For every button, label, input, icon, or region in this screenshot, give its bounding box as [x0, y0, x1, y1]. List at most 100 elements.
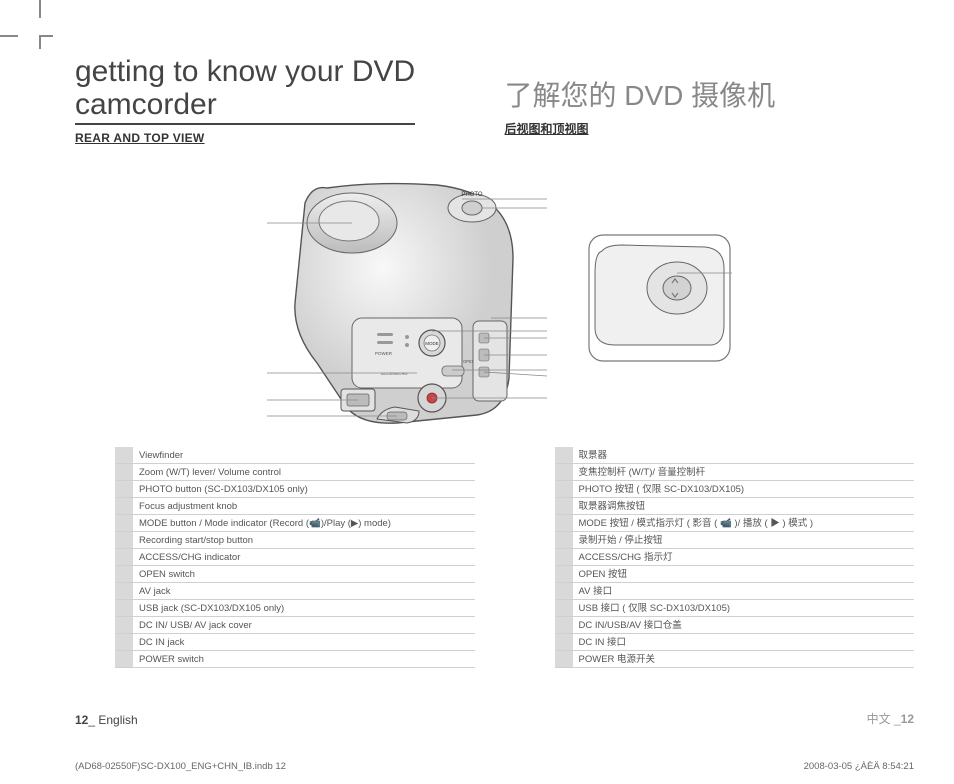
item-text: ACCESS/CHG 指示灯 — [579, 549, 673, 565]
item-text: USB jack (SC-DX103/DX105 only) — [139, 600, 284, 616]
list-zh: 取景器变焦控制杆 (W/T)/ 音量控制杆PHOTO 按钮 ( 仅限 SC-DX… — [515, 447, 915, 668]
list-item: USB jack (SC-DX103/DX105 only) — [115, 600, 475, 617]
list-item: OPEN 按钮 — [555, 566, 915, 583]
num-box — [555, 447, 573, 463]
list-item: POWER switch — [115, 651, 475, 668]
list-item: MODE 按钮 / 模式指示灯 ( 影音 ( 📹 )/ 播放 ( ▶ ) 模式 … — [555, 515, 915, 532]
item-text: 取景器调焦按钮 — [579, 498, 646, 514]
num-box — [115, 600, 133, 616]
list-item: 取景器 — [555, 447, 915, 464]
item-text: DC IN/USB/AV 接口仓盖 — [579, 617, 682, 633]
title-en-line2: camcorder — [75, 88, 217, 121]
item-text: AV 接口 — [579, 583, 613, 599]
access-label: ACCESS/CHG — [381, 371, 407, 376]
list-item: Recording start/stop button — [115, 532, 475, 549]
num-box — [555, 617, 573, 633]
footer-right: 中文 _12 — [867, 710, 914, 727]
title-en: getting to know your DVD camcorder — [75, 55, 415, 125]
list-item: 变焦控制杆 (W/T)/ 音量控制杆 — [555, 464, 915, 481]
diagram-area: PHOTO MODE POWER OPEN ACCESS/CHG — [75, 153, 914, 443]
list-item: AV jack — [115, 583, 475, 600]
list-item: OPEN switch — [115, 566, 475, 583]
num-box — [115, 498, 133, 514]
list-item: DC IN/ USB/ AV jack cover — [115, 617, 475, 634]
num-box — [115, 583, 133, 599]
crop-corner-h — [39, 35, 53, 37]
num-box — [555, 549, 573, 565]
photo-label: PHOTO — [461, 192, 483, 198]
item-text: Viewfinder — [139, 447, 183, 463]
list-item: Zoom (W/T) lever/ Volume control — [115, 464, 475, 481]
item-text: PHOTO button (SC-DX103/DX105 only) — [139, 481, 308, 497]
list-item: ACCESS/CHG indicator — [115, 549, 475, 566]
subhead-zh: 后视图和顶视图 — [505, 120, 915, 137]
num-box — [115, 481, 133, 497]
print-right: 2008-03-05 ¿ÀÈÄ 8:54:21 — [804, 761, 914, 772]
header-columns: getting to know your DVD camcorder REAR … — [75, 55, 914, 145]
item-text: MODE 按钮 / 模式指示灯 ( 影音 ( 📹 )/ 播放 ( ▶ ) 模式 … — [579, 515, 814, 531]
item-text: USB 接口 ( 仅限 SC-DX103/DX105) — [579, 600, 731, 616]
crop-mark-left — [0, 35, 18, 37]
item-text: AV jack — [139, 583, 171, 599]
subhead-en: REAR AND TOP VIEW — [75, 131, 485, 145]
num-box — [115, 549, 133, 565]
list-item: PHOTO 按钮 ( 仅限 SC-DX103/DX105) — [555, 481, 915, 498]
item-text: POWER switch — [139, 651, 204, 667]
item-text: Recording start/stop button — [139, 532, 253, 548]
num-box — [555, 583, 573, 599]
num-box — [555, 498, 573, 514]
item-text: DC IN 接口 — [579, 634, 627, 650]
list-item: DC IN jack — [115, 634, 475, 651]
detail-diagram — [587, 233, 732, 363]
num-box — [115, 617, 133, 633]
page-prefix-zh: 中文 _ — [867, 712, 901, 726]
title-zh: 了解您的 DVD 摄像机 — [505, 55, 776, 112]
item-text: OPEN switch — [139, 566, 195, 582]
item-text: Focus adjustment knob — [139, 498, 237, 514]
num-box — [555, 566, 573, 582]
item-text: 录制开始 / 停止按钮 — [579, 532, 663, 548]
header-en: getting to know your DVD camcorder REAR … — [75, 55, 485, 145]
header-zh: 了解您的 DVD 摄像机 后视图和顶视图 — [505, 55, 915, 145]
footer-left: 12_ English — [75, 713, 138, 727]
crop-mark-top — [39, 0, 41, 18]
item-text: DC IN/ USB/ AV jack cover — [139, 617, 252, 633]
list-item: DC IN 接口 — [555, 634, 915, 651]
list-item: Focus adjustment knob — [115, 498, 475, 515]
item-text: 取景器 — [579, 447, 608, 463]
num-box — [115, 634, 133, 650]
num-box — [555, 515, 573, 531]
num-box — [115, 515, 133, 531]
item-text: 变焦控制杆 (W/T)/ 音量控制杆 — [579, 464, 706, 480]
list-item: AV 接口 — [555, 583, 915, 600]
num-box — [115, 447, 133, 463]
page-suffix-en: _ English — [88, 713, 137, 727]
num-box — [555, 464, 573, 480]
num-box — [115, 464, 133, 480]
mode-label: MODE — [425, 341, 439, 346]
title-en-line1: getting to know your DVD — [75, 55, 415, 88]
num-box — [555, 651, 573, 667]
num-box — [115, 651, 133, 667]
page-content: getting to know your DVD camcorder REAR … — [75, 55, 914, 729]
num-box — [115, 532, 133, 548]
lists-row: ViewfinderZoom (W/T) lever/ Volume contr… — [75, 447, 914, 668]
crop-corner-v — [39, 35, 41, 49]
page-num-zh: 12 — [901, 712, 914, 726]
list-item: 取景器调焦按钮 — [555, 498, 915, 515]
item-text: POWER 电源开关 — [579, 651, 656, 667]
num-box — [115, 566, 133, 582]
num-box — [555, 481, 573, 497]
list-item: POWER 电源开关 — [555, 651, 915, 668]
item-text: Zoom (W/T) lever/ Volume control — [139, 464, 281, 480]
list-en: ViewfinderZoom (W/T) lever/ Volume contr… — [75, 447, 475, 668]
print-left: (AD68-02550F)SC-DX100_ENG+CHN_IB.indb 12 — [75, 761, 286, 772]
print-footer: (AD68-02550F)SC-DX100_ENG+CHN_IB.indb 12… — [75, 761, 914, 772]
list-item: USB 接口 ( 仅限 SC-DX103/DX105) — [555, 600, 915, 617]
power-label: POWER — [375, 351, 393, 356]
list-item: ACCESS/CHG 指示灯 — [555, 549, 915, 566]
item-text: DC IN jack — [139, 634, 184, 650]
item-text: MODE button / Mode indicator (Record (📹)… — [139, 515, 391, 531]
item-text: OPEN 按钮 — [579, 566, 628, 582]
num-box — [555, 532, 573, 548]
